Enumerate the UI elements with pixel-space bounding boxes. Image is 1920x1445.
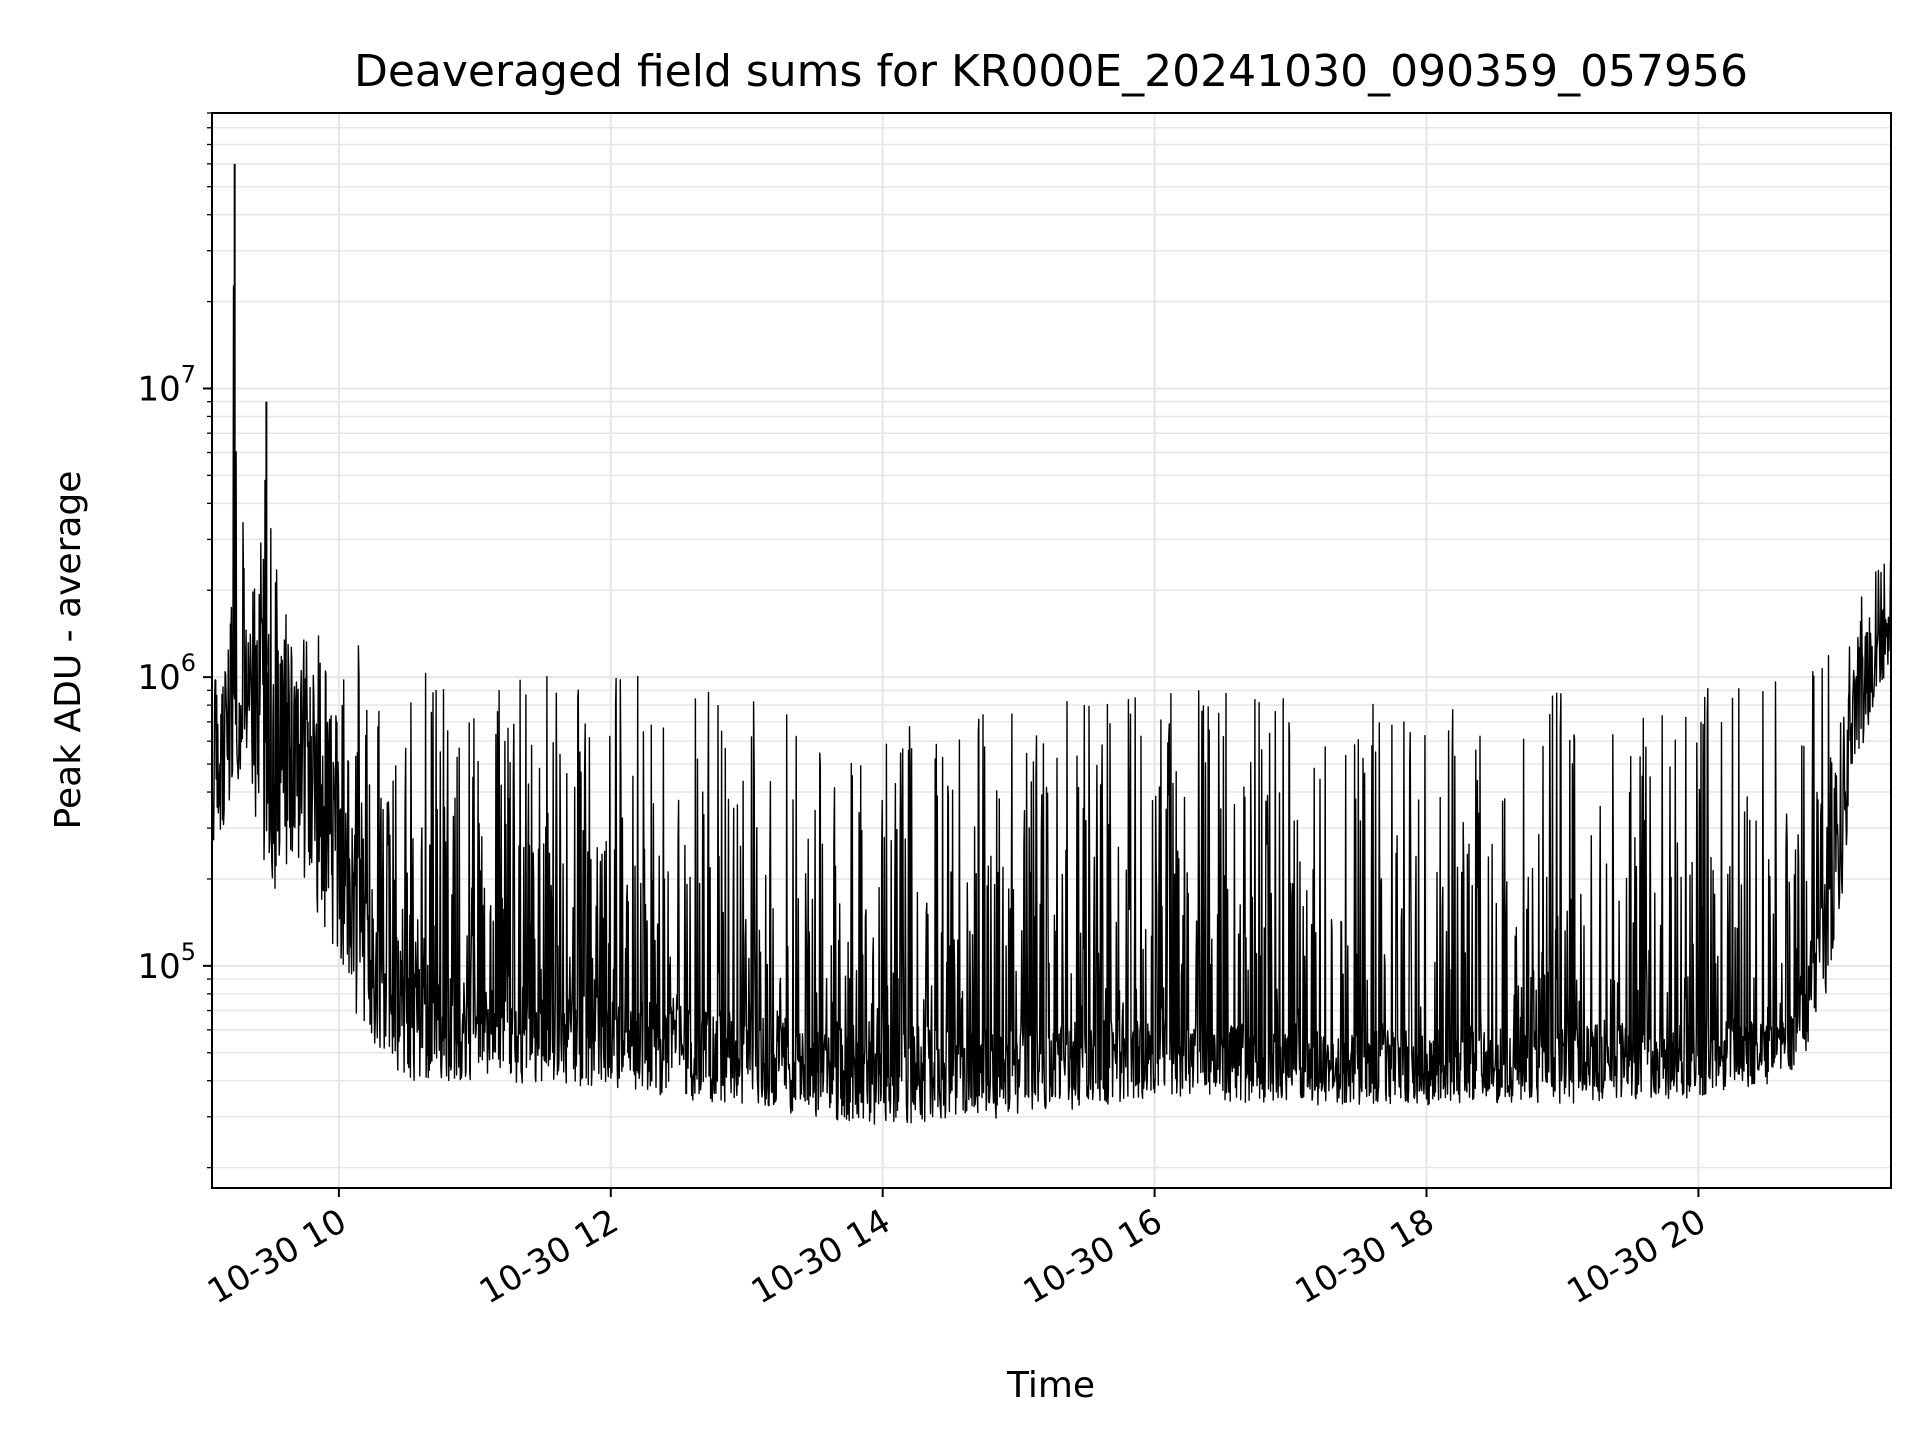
y-tick-label-exponent: 5: [181, 938, 196, 966]
y-tick-label: 107: [137, 360, 196, 409]
y-tick-label-base: 10: [137, 369, 180, 409]
plot-frame: [211, 112, 1892, 1189]
series-layer: [211, 163, 1892, 1125]
y-tick-label-base: 10: [137, 947, 180, 987]
y-tick-label: 106: [137, 649, 196, 698]
series-line: [211, 285, 1892, 1125]
y-axis-label: Peak ADU - average: [48, 471, 89, 830]
chart-title: Deaveraged field sums for KR000E_2024103…: [354, 46, 1748, 97]
x-axis-label: Time: [1006, 1365, 1095, 1406]
y-tick-label-base: 10: [137, 658, 180, 698]
y-tick-label: 105: [137, 938, 196, 987]
y-tick-label-exponent: 7: [181, 360, 196, 388]
y-tick-label-exponent: 6: [181, 649, 196, 677]
